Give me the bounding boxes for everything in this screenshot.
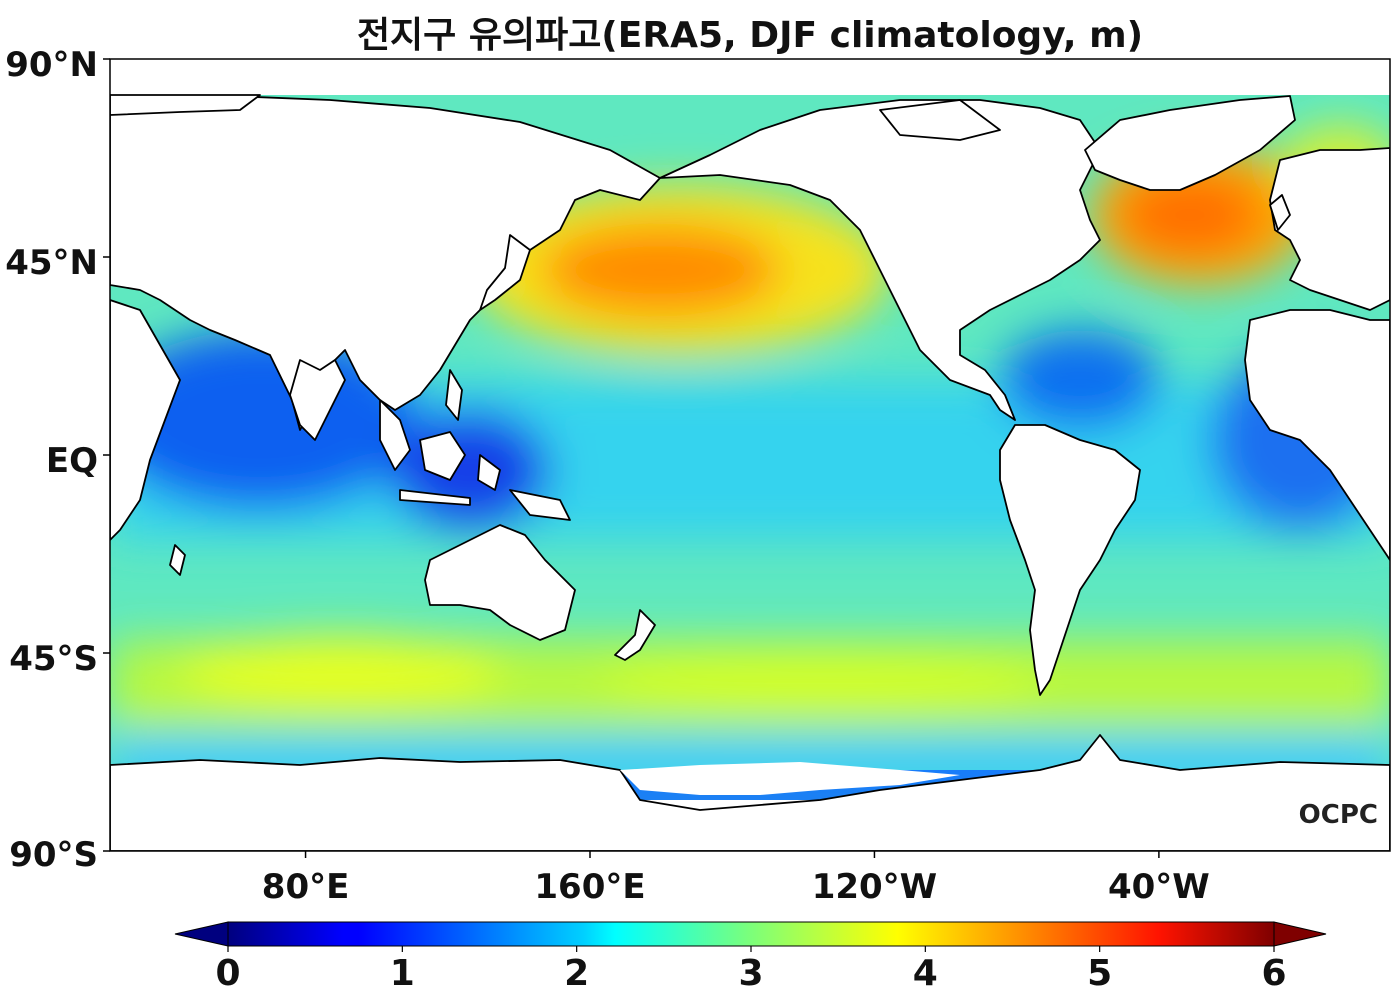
lon-tick: 80°E	[262, 851, 350, 907]
lon-tick-label: 40°W	[1108, 867, 1210, 907]
colorbar-tick: 2	[564, 946, 589, 994]
colorbar-tick: 0	[215, 946, 241, 994]
colorbar-tick-label: 1	[390, 953, 415, 994]
colorbar-tick: 1	[390, 946, 415, 994]
lon-axis: 80°E 160°E 120°W 40°W	[262, 851, 1210, 907]
colorbar-tick: 6	[1261, 946, 1287, 994]
colorbar-extend-max	[1273, 921, 1327, 947]
land-masses	[110, 94, 1390, 851]
lat-tick-label: 45°N	[5, 243, 98, 283]
lat-tick-label: 90°S	[9, 835, 98, 875]
lon-tick: 40°W	[1108, 851, 1210, 907]
colorbar-tick: 5	[1087, 946, 1112, 994]
colorbar: 0 1 2 3 4 5 6	[174, 921, 1327, 994]
lon-tick-label: 80°E	[262, 867, 350, 907]
lon-tick-label: 160°E	[534, 867, 645, 907]
ocpc-logo: OCPC	[1299, 800, 1378, 830]
wave-height-field	[110, 59, 1390, 851]
lon-tick: 160°E	[534, 851, 646, 907]
colorbar-tick-label: 4	[913, 953, 938, 994]
lon-tick: 120°W	[812, 851, 937, 907]
lat-tick-label: EQ	[46, 441, 98, 481]
colorbar-tick: 4	[913, 946, 938, 994]
colorbar-tick-label: 0	[215, 953, 240, 994]
lat-tick-label: 45°S	[9, 639, 98, 679]
lat-tick-label: 90°N	[5, 45, 98, 85]
colorbar-tick-label: 3	[738, 953, 763, 994]
colorbar-bar	[227, 921, 1275, 947]
colorbar-tick: 3	[738, 946, 764, 994]
lon-tick-label: 120°W	[812, 867, 937, 907]
colorbar-extend-min	[174, 921, 229, 947]
colorbar-tick-label: 5	[1087, 953, 1112, 994]
lat-axis: 90°N 45°N EQ 45°S 90°S	[5, 45, 110, 875]
colorbar-tick-label: 6	[1261, 953, 1286, 994]
map-title: 전지구 유의파고(ERA5, DJF climatology, m)	[356, 15, 1144, 56]
colorbar-tick-label: 2	[564, 953, 589, 994]
